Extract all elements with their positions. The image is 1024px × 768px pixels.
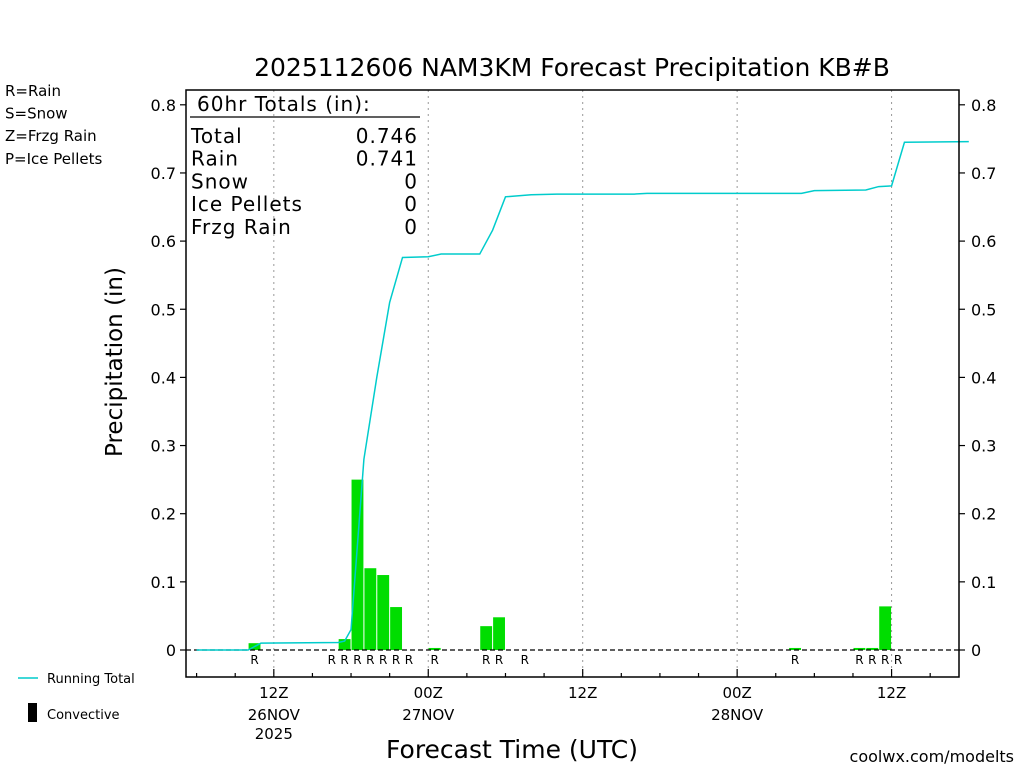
precip-bar [789, 647, 801, 650]
precip-bar [338, 639, 351, 650]
x-tick-label: 12Z [259, 684, 288, 702]
ptype-legend-entry: Z=Frzg Rain [5, 127, 97, 145]
totals-row-value: 0 [404, 192, 418, 216]
totals-row-value: 0.746 [356, 124, 418, 148]
precip-bar [351, 479, 364, 650]
series-legend: Running Total Convective [18, 672, 135, 723]
hourly-bars [248, 479, 892, 650]
ptype-marker: R [353, 653, 361, 667]
totals-row-label: Snow [191, 169, 249, 193]
y-tick-label-right: 0.2 [971, 505, 996, 524]
totals-row-label: Rain [191, 147, 239, 171]
totals-header: 60hr Totals (in): [197, 92, 371, 116]
y-tick-label-right: 0.8 [971, 96, 996, 115]
ptype-marker: R [431, 653, 439, 667]
precip-bar [493, 617, 505, 650]
credit-text: coolwx.com/modelts [850, 747, 1014, 766]
totals-row-value: 0 [404, 169, 418, 193]
y-tick-label-left: 0.2 [151, 505, 176, 524]
ptype-legend: R=Rain S=Snow Z=Frzg Rain P=Ice Pellets [5, 82, 102, 168]
precip-bar [364, 568, 377, 650]
ptype-marker: R [328, 653, 336, 667]
y-tick-label-right: 0.1 [971, 573, 996, 592]
x-tick-date: 27NOV [402, 706, 455, 724]
y-tick-label-left: 0.6 [151, 232, 176, 251]
y-tick-label-right: 0 [971, 641, 981, 660]
chart-title: 2025112606 NAM3KM Forecast Precipitation… [254, 53, 890, 82]
y-axis-label: Precipitation (in) [102, 267, 128, 457]
y-tick-label-left: 0 [166, 641, 176, 660]
totals-row-value: 0 [404, 215, 418, 239]
y-tick-label-right: 0.5 [971, 300, 996, 319]
y-tick-label-right: 0.3 [971, 437, 996, 456]
y-tick-label-left: 0.5 [151, 300, 176, 319]
ptype-marker: R [495, 653, 503, 667]
ptype-marker: R [868, 653, 876, 667]
precip-bar [428, 647, 441, 650]
ptype-marker: R [521, 653, 529, 667]
ptype-marker: R [894, 653, 902, 667]
precip-bar [390, 607, 403, 650]
y-axis-ticks: 0 00.1 0.10.2 0.20.3 0.30.4 0.40.5 0.50.6 0.60.… [151, 96, 997, 660]
ptype-marker: R [405, 653, 413, 667]
convective-legend-label: Convective [47, 708, 120, 723]
x-tick-year: 2025 [255, 725, 293, 743]
y-tick-label-right: 0.4 [971, 368, 996, 387]
totals-box: 60hr Totals (in): Total 0.746 Rain 0.741 Snow… [190, 92, 420, 239]
ptype-marker: R [881, 653, 889, 667]
x-tick-label: 12Z [877, 684, 906, 702]
x-tick-label: 00Z [414, 684, 443, 702]
y-tick-label-left: 0.1 [151, 573, 176, 592]
x-tick-label: 00Z [722, 684, 751, 702]
ptype-legend-entry: R=Rain [5, 82, 61, 100]
x-tick-label: 12Z [568, 684, 597, 702]
ptype-marker: R [366, 653, 374, 667]
x-tick-date: 26NOV [248, 706, 301, 724]
totals-row-value: 0.741 [356, 147, 418, 171]
plot-frame [185, 89, 960, 678]
totals-row-label: Ice Pellets [191, 192, 303, 216]
grid-lines [273, 90, 893, 677]
x-tick-date: 28NOV [711, 706, 764, 724]
y-tick-label-left: 0.4 [151, 368, 176, 387]
running-total-legend-label: Running Total [47, 672, 135, 687]
totals-row-label: Total [190, 124, 243, 148]
ptype-marker: R [379, 653, 387, 667]
ptype-marker: R [482, 653, 490, 667]
precip-bar [866, 647, 879, 650]
running-total-line [196, 140, 969, 651]
y-tick-label-right: 0.6 [971, 232, 996, 251]
y-tick-label-left: 0.3 [151, 437, 176, 456]
precip-bar [879, 606, 892, 650]
ptype-marker: R [791, 653, 799, 667]
ptype-legend-entry: P=Ice Pellets [5, 150, 102, 168]
ptype-marker: R [392, 653, 400, 667]
ptype-marker: R [340, 653, 348, 667]
x-axis-label: Forecast Time (UTC) [386, 735, 638, 764]
convective-swatch [28, 703, 37, 722]
ptype-legend-entry: S=Snow [5, 105, 68, 123]
ptype-marker: R [855, 653, 863, 667]
precip-bar [853, 647, 866, 650]
y-tick-label-right: 0.7 [971, 164, 996, 183]
y-tick-label-left: 0.7 [151, 164, 176, 183]
precip-bar [377, 575, 390, 650]
ptype-marker: R [250, 653, 258, 667]
y-tick-label-left: 0.8 [151, 96, 176, 115]
precip-bar [480, 626, 493, 650]
totals-row-label: Frzg Rain [191, 215, 292, 239]
